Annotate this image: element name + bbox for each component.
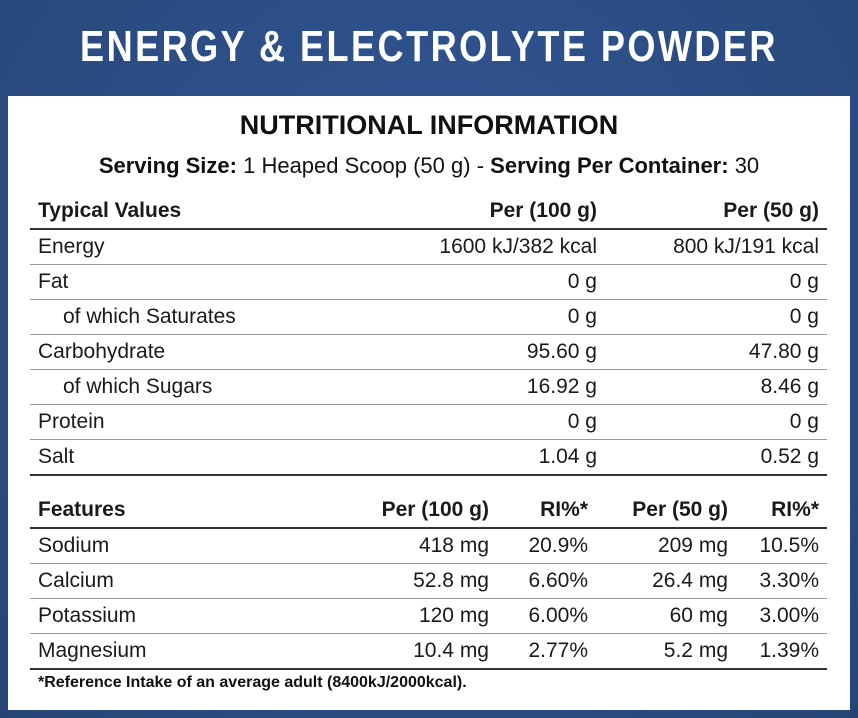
row: Magnesium 10.4 mg 2.77% 5.2 mg 1.39%: [30, 633, 827, 670]
value-cell: 3.00%: [736, 598, 827, 634]
value-cell: 120 mg: [340, 598, 497, 634]
nutrition-table: Typical Values Per (100 g) Per (50 g) Energ…: [30, 194, 827, 476]
label-cell: Potassium: [30, 598, 340, 634]
value-cell: 5.2 mg: [596, 633, 736, 670]
header-cell: RI%*: [497, 493, 596, 529]
value-cell: 20.9%: [497, 528, 596, 564]
value-cell: 6.00%: [497, 598, 596, 634]
value-cell: 0 g: [410, 299, 605, 335]
header-row: Features Per (100 g) RI%* Per (50 g) RI%*: [30, 493, 827, 529]
value-cell: 52.8 mg: [340, 563, 497, 599]
value-cell: 1600 kJ/382 kcal: [410, 229, 605, 265]
label-cell: of which Saturates: [30, 299, 410, 335]
label-cell: Energy: [30, 229, 410, 265]
header-cell: Per (100 g): [340, 493, 497, 529]
value-cell: 0 g: [410, 404, 605, 440]
title: ENERGY & ELECTROLYTE POWDER: [80, 22, 778, 71]
value-cell: 8.46 g: [605, 369, 827, 405]
row: Energy 1600 kJ/382 kcal 800 kJ/191 kcal: [30, 229, 827, 265]
label-cell: Fat: [30, 264, 410, 300]
value-cell: 95.60 g: [410, 334, 605, 370]
label-cell: of which Sugars: [30, 369, 410, 405]
header-cell: Features: [30, 493, 340, 529]
label-cell: Calcium: [30, 563, 340, 599]
value: 1 Heaped Scoop (50 g): [243, 153, 471, 178]
value-cell: 0 g: [605, 404, 827, 440]
label-cell: Sodium: [30, 528, 340, 564]
header-cell: RI%*: [736, 493, 827, 529]
value-cell: 3.30%: [736, 563, 827, 599]
footnote: *Reference Intake of an average adult (8…: [38, 674, 467, 691]
subtitle: NUTRITIONAL INFORMATION: [239, 110, 619, 140]
serving-line: Serving Size: 1 Heaped Scoop (50 g) - Se…: [0, 153, 858, 179]
label-cell: Magnesium: [30, 633, 340, 670]
label-cell: Carbohydrate: [30, 334, 410, 370]
header-cell: Per (100 g): [410, 194, 605, 230]
value-cell: 60 mg: [596, 598, 736, 634]
value-cell: 10.5%: [736, 528, 827, 564]
value-cell: 800 kJ/191 kcal: [605, 229, 827, 265]
value-cell: 47.80 g: [605, 334, 827, 370]
value-cell: 6.60%: [497, 563, 596, 599]
header-row: Typical Values Per (100 g) Per (50 g): [30, 194, 827, 230]
row: of which Sugars 16.92 g 8.46 g: [30, 369, 827, 405]
value: 30: [734, 153, 760, 178]
value-cell: 2.77%: [497, 633, 596, 670]
label-cell: Salt: [30, 439, 410, 476]
header-cell: Typical Values: [30, 194, 410, 230]
value-cell: 0 g: [410, 264, 605, 300]
label: Serving Size:: [98, 153, 237, 178]
row: Calcium 52.8 mg 6.60% 26.4 mg 3.30%: [30, 563, 827, 599]
label-cell: Protein: [30, 404, 410, 440]
row: Salt 1.04 g 0.52 g: [30, 439, 827, 476]
row: Sodium 418 mg 20.9% 209 mg 10.5%: [30, 528, 827, 564]
value-cell: 0.52 g: [605, 439, 827, 476]
value-cell: 1.04 g: [410, 439, 605, 476]
header-cell: Per (50 g): [596, 493, 736, 529]
value-cell: 0 g: [605, 264, 827, 300]
value-cell: 0 g: [605, 299, 827, 335]
features-table: Features Per (100 g) RI%* Per (50 g) RI%* Sod…: [30, 493, 827, 670]
value-cell: 26.4 mg: [596, 563, 736, 599]
value-cell: 209 mg: [596, 528, 736, 564]
separator: -: [476, 153, 485, 178]
header-cell: Per (50 g): [605, 194, 827, 230]
value-cell: 1.39%: [736, 633, 827, 670]
value-cell: 10.4 mg: [340, 633, 497, 670]
label: Serving Per Container:: [490, 153, 729, 178]
row: Carbohydrate 95.60 g 47.80 g: [30, 334, 827, 370]
value-cell: 418 mg: [340, 528, 497, 564]
value-cell: 16.92 g: [410, 369, 605, 405]
row: Potassium 120 mg 6.00% 60 mg 3.00%: [30, 598, 827, 634]
